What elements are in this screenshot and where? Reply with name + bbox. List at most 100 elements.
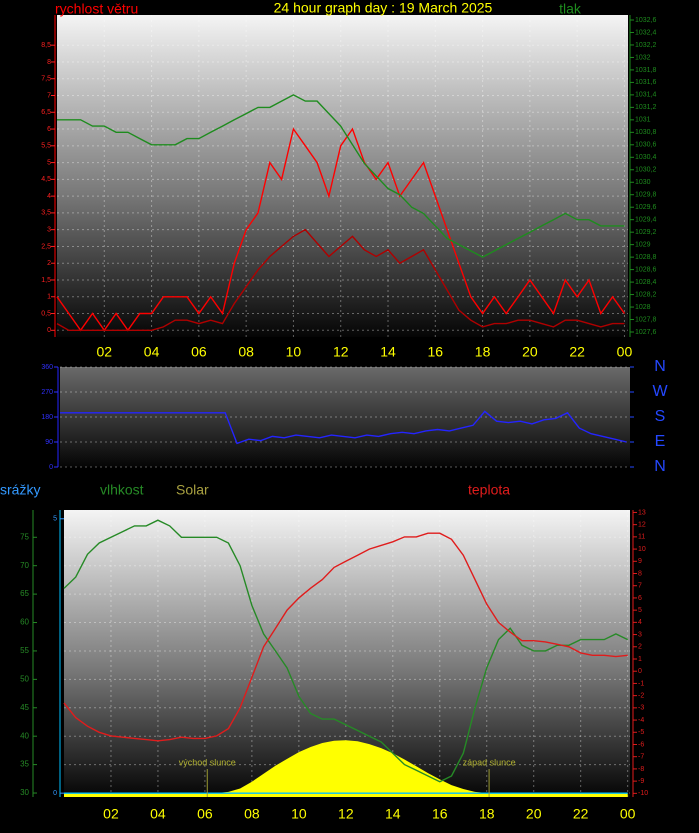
y-tick-label: 8 [47, 59, 51, 66]
y2-tick-label: 1030,4 [635, 154, 657, 161]
y-tick-label: 3 [47, 227, 51, 234]
y-tick-label: 7 [47, 92, 51, 99]
legend-label: tlak [559, 1, 582, 17]
x-tick-label: 04 [144, 344, 160, 360]
y2-tick-label: 8 [638, 570, 642, 577]
y3-tick-label: 0 [53, 790, 57, 797]
x-tick-label: 12 [333, 344, 349, 360]
y-tick-label: 6,5 [41, 109, 51, 116]
x-tick-label: 16 [432, 806, 448, 822]
y2-tick-label: 5 [638, 607, 642, 614]
y-tick-label: 360 [41, 364, 53, 371]
y2-tick-label: -1 [638, 680, 644, 687]
y2-tick-label: 1031 [635, 117, 651, 124]
y-tick-label: 30 [20, 788, 29, 797]
y-tick-label: 270 [41, 389, 53, 396]
y2-tick-label: 1027,8 [635, 316, 657, 323]
legend-label: teplota [468, 482, 510, 498]
y-tick-label: 50 [20, 674, 29, 683]
y-tick-label: 1,5 [41, 277, 51, 284]
y2-tick-label: 1031,4 [635, 92, 657, 99]
y-tick-label: 0 [47, 327, 51, 334]
y-tick-label: 8,5 [41, 42, 51, 49]
x-tick-label: 22 [569, 344, 585, 360]
x-tick-label: 08 [238, 344, 254, 360]
legend-label: vlhkost [100, 482, 144, 498]
y2-tick-label: -4 [638, 717, 644, 724]
y2-tick-label: 1029,4 [635, 217, 657, 224]
x-tick-label: 16 [428, 344, 444, 360]
y2-tick-label: 6 [638, 595, 642, 602]
series-line [63, 519, 629, 783]
y2-tick-label: 2 [638, 644, 642, 651]
y2-tick-label: 3 [638, 631, 642, 638]
x-tick-label: 12 [338, 806, 354, 822]
x-tick-label: 06 [191, 344, 207, 360]
y2-tick-label: 1031,2 [635, 104, 657, 111]
y2-tick-label: 1028 [635, 304, 651, 311]
y2-tick-label: -2 [638, 692, 644, 699]
y2-tick-label: 1031,8 [635, 67, 657, 74]
y-tick-label: 2,5 [41, 243, 51, 250]
y2-tick-label: 12 [638, 521, 646, 528]
y2-tick-label: 1027,6 [635, 329, 657, 336]
x-tick-label: 02 [103, 806, 119, 822]
series-line [60, 410, 627, 445]
y-tick-label: 4 [47, 193, 51, 200]
y2-tick-label: 1032,2 [635, 42, 657, 49]
x-tick-label: 08 [244, 806, 260, 822]
y2-tick-label: S [655, 408, 666, 425]
y2-tick-label: 10 [638, 546, 646, 553]
y-tick-label: 2 [47, 260, 51, 267]
y2-tick-label: 1029,8 [635, 192, 657, 199]
y2-tick-label: 1032 [635, 54, 651, 61]
y2-tick-label: 1030,6 [635, 142, 657, 149]
y-tick-label: 65 [20, 589, 29, 598]
series-line [56, 127, 626, 332]
y-tick-label: 0,5 [41, 310, 51, 317]
plot-area [60, 367, 630, 467]
y-tick-label: 5 [47, 159, 51, 166]
y2-tick-label: N [654, 458, 666, 475]
plot-area [57, 15, 628, 337]
x-tick-label: 02 [96, 344, 112, 360]
chart-title: 24 hour graph day : 19 March 2025 [274, 0, 493, 16]
x-tick-label: 14 [385, 806, 401, 822]
x-tick-label: 10 [291, 806, 307, 822]
y-tick-label: 90 [45, 439, 53, 446]
y2-tick-label: 1030,2 [635, 167, 657, 174]
y2-tick-label: 1032,4 [635, 29, 657, 36]
y2-tick-label: -5 [638, 729, 644, 736]
y-tick-label: 60 [20, 618, 29, 627]
y2-tick-label: 1030,8 [635, 129, 657, 136]
y2-tick-label: 1029,6 [635, 204, 657, 211]
y2-tick-label: 0 [638, 668, 642, 675]
x-tick-label: 00 [620, 806, 636, 822]
series-line [63, 532, 628, 742]
y2-tick-label: -7 [638, 754, 644, 761]
x-tick-label: 20 [522, 344, 538, 360]
y2-tick-label: 1028,6 [635, 266, 657, 273]
y-tick-label: 55 [20, 646, 29, 655]
y2-tick-label: 7 [638, 583, 642, 590]
y2-tick-label: 9 [638, 558, 642, 565]
y2-tick-label: 4 [638, 619, 642, 626]
series-line [57, 94, 625, 258]
y3-tick-label: 5 [53, 516, 57, 523]
solar-area [64, 740, 628, 797]
y2-tick-label: -9 [638, 778, 644, 785]
y2-tick-label: 11 [638, 534, 645, 541]
y-tick-label: 75 [20, 532, 29, 541]
y-tick-label: 6 [47, 126, 51, 133]
y2-tick-label: 1031,6 [635, 79, 657, 86]
y2-tick-label: 1028,2 [635, 291, 657, 298]
y2-tick-label: -8 [638, 766, 644, 773]
series-line [56, 228, 625, 331]
y-tick-label: 70 [20, 561, 29, 570]
x-tick-label: 14 [380, 344, 396, 360]
y2-tick-label: 1029 [635, 241, 651, 248]
y-tick-label: 45 [20, 703, 29, 712]
x-tick-label: 00 [617, 344, 633, 360]
